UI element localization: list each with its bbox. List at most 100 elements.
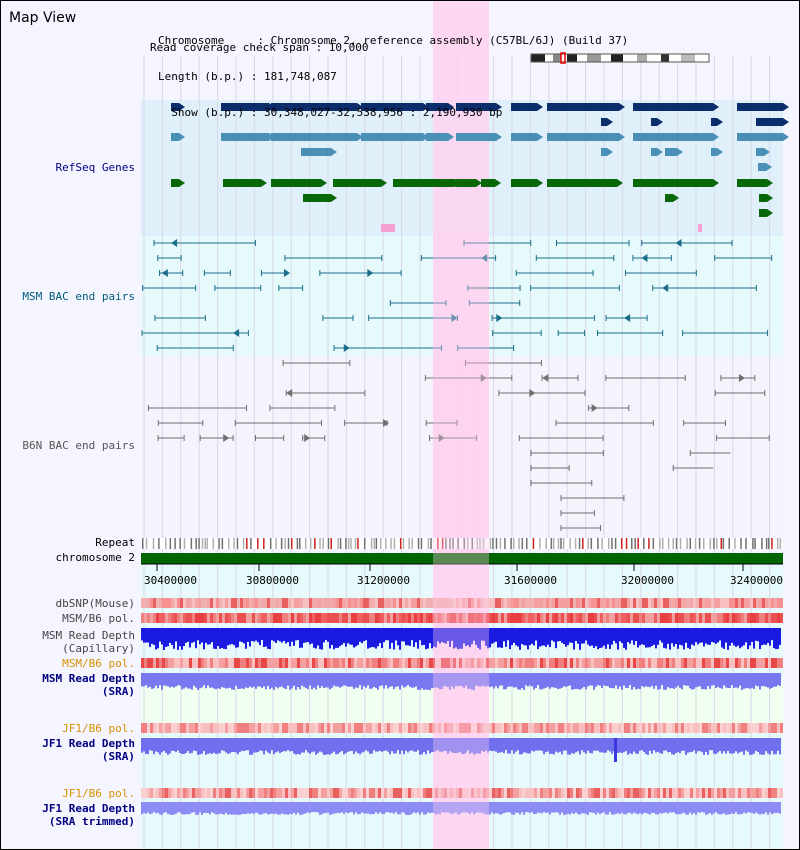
- jf1-depth-sra-bar: [745, 738, 747, 751]
- msm-pol2-heat-cell: [258, 658, 261, 668]
- repeat-element: [304, 538, 307, 549]
- track-label-msm-pol-1[interactable]: MSM/B6 pol.: [62, 612, 135, 625]
- repeat-element: [499, 538, 502, 549]
- msm-depth-sra-bar: [459, 673, 461, 686]
- msm-depth-sra-bar: [205, 673, 207, 689]
- track-label-msm-depth-cap[interactable]: MSM Read Depth (Capillary): [42, 629, 135, 655]
- msm-depth-capillary-bar: [173, 628, 175, 649]
- jf1-depth-sra-bar: [429, 738, 431, 754]
- msm-bac-pair-arrow: [343, 344, 350, 352]
- jf1-pol2-heat-cell: [477, 788, 480, 798]
- jf1-depth-sra-bar: [239, 738, 241, 752]
- dbsnp-heat-cell: [444, 598, 447, 608]
- msm-pol-heat-cell: [768, 613, 771, 623]
- dbsnp-heat-cell: [672, 598, 675, 608]
- msm-pol-heat-cell: [243, 613, 246, 623]
- msm-pol2-heat-cell: [471, 658, 474, 668]
- jf1-depth-sra-bar: [371, 738, 373, 754]
- jf1-depth-trimmed-bar: [697, 802, 699, 813]
- jf1-pol-heat-cell: [252, 723, 255, 733]
- msm-pol-heat-cell: [573, 613, 576, 623]
- msm-depth-capillary-bar: [315, 628, 317, 649]
- track-label-jf1-pol-1[interactable]: JF1/B6 pol.: [62, 722, 135, 735]
- msm-pol-heat-cell: [177, 613, 180, 623]
- msm-pol2-heat-cell: [207, 658, 210, 668]
- jf1-pol-heat-cell: [240, 723, 243, 733]
- dbsnp-heat-cell: [501, 598, 504, 608]
- repeat-element: [471, 538, 474, 549]
- msm-depth-sra-bar: [565, 673, 567, 687]
- msm-depth-capillary-bar: [517, 628, 519, 647]
- gene-strand-arrow: [717, 148, 723, 156]
- msm-pol-heat-cell: [324, 613, 327, 623]
- track-label-msm-bac[interactable]: MSM BAC end pairs: [22, 290, 135, 303]
- msm-depth-sra-bar: [433, 673, 435, 688]
- msm-depth-sra-bar: [281, 673, 283, 687]
- dbsnp-heat-cell: [252, 598, 255, 608]
- track-label-dbsnp[interactable]: dbSNP(Mouse): [55, 597, 135, 610]
- msm-depth-capillary-bar: [319, 628, 321, 650]
- jf1-pol2-heat-cell: [246, 788, 249, 798]
- jf1-depth-trimmed-bar: [277, 802, 279, 815]
- msm-depth-capillary-bar: [151, 628, 153, 644]
- msm-depth-capillary-bar: [709, 628, 711, 645]
- jf1-pol2-heat-cell: [405, 788, 408, 798]
- jf1-pol-heat-cell: [291, 723, 294, 733]
- jf1-pol2-heat-cell: [249, 788, 252, 798]
- jf1-depth-trimmed-bar: [309, 802, 311, 814]
- msm-pol-heat-cell: [585, 613, 588, 623]
- jf1-pol2-heat-cell: [660, 788, 663, 798]
- jf1-pol-heat-cell: [504, 723, 507, 733]
- track-label-jf1-pol-2[interactable]: JF1/B6 pol.: [62, 787, 135, 800]
- track-label-b6n-bac[interactable]: B6N BAC end pairs: [22, 439, 135, 452]
- msm-pol-heat-cell: [330, 613, 333, 623]
- msm-pol-heat-cell: [678, 613, 681, 623]
- jf1-pol2-heat-cell: [747, 788, 750, 798]
- msm-pol-heat-cell: [399, 613, 402, 623]
- jf1-depth-trimmed-bar: [147, 802, 149, 813]
- dbsnp-heat-cell: [744, 598, 747, 608]
- msm-pol-heat-cell: [189, 613, 192, 623]
- gene-exon-block: [547, 103, 619, 111]
- gene-strand-arrow: [331, 194, 337, 202]
- track-label-chromosome: chromosome 2: [55, 551, 135, 564]
- jf1-depth-trimmed-bar: [693, 802, 695, 814]
- jf1-depth-trimmed-bar: [421, 802, 423, 813]
- track-label-msm-depth-sra[interactable]: MSM Read Depth (SRA): [42, 672, 135, 698]
- msm-depth-capillary-bar: [573, 628, 575, 650]
- jf1-depth-sra-bar: [483, 738, 485, 752]
- jf1-depth-trimmed-bar: [483, 802, 485, 814]
- jf1-depth-trimmed-bar: [775, 802, 777, 813]
- msm-depth-sra-bar: [445, 673, 447, 687]
- track-label-repeat[interactable]: Repeat: [95, 536, 135, 549]
- msm-depth-capillary-bar: [617, 628, 619, 650]
- dbsnp-heat-cell: [453, 598, 456, 608]
- msm-pol-heat-cell: [309, 613, 312, 623]
- msm-depth-sra-bar: [327, 673, 329, 688]
- msm-depth-sra-bar: [265, 673, 267, 690]
- jf1-depth-sra-bar: [641, 738, 643, 751]
- jf1-pol2-heat-cell: [147, 788, 150, 798]
- repeat-element: [165, 538, 167, 549]
- track-label-refseq[interactable]: RefSeq Genes: [55, 161, 135, 174]
- jf1-depth-sra-bar: [441, 738, 443, 753]
- jf1-depth-line2: (SRA): [101, 750, 135, 763]
- track-label-jf1-depth[interactable]: JF1 Read Depth (SRA): [42, 737, 135, 763]
- jf1-pol-heat-cell: [312, 723, 315, 733]
- msm-pol2-heat-cell: [156, 658, 159, 668]
- track-label-msm-pol-2[interactable]: MSM/B6 pol.: [62, 657, 135, 670]
- jf1-depth-trimmed-bar: [473, 802, 475, 815]
- dbsnp-heat-cell: [291, 598, 294, 608]
- jf1-pol2-heat-cell: [324, 788, 327, 798]
- repeat-element: [445, 538, 447, 549]
- msm-depth-capillary-bar: [633, 628, 635, 645]
- jf1-depth-sra-bar: [503, 738, 505, 754]
- msm-depth-sra-bar: [307, 673, 309, 690]
- jf1-depth-trimmed-bar: [617, 802, 619, 814]
- b6n-bac-pair-arrow: [480, 374, 487, 382]
- track-label-jf1-depth-trimmed[interactable]: JF1 Read Depth (SRA trimmed): [42, 802, 135, 828]
- jf1-depth-sra-bar: [611, 738, 613, 754]
- jf1-depth-trimmed-bar: [159, 802, 161, 815]
- msm-pol2-heat-cell: [777, 658, 780, 668]
